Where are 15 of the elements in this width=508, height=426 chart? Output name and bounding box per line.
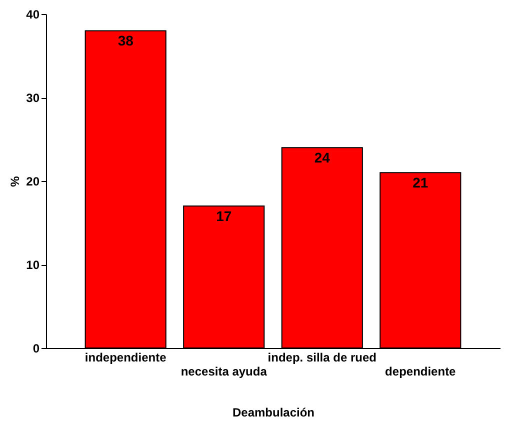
data-label: 17 <box>216 208 232 224</box>
data-label: 21 <box>412 174 428 191</box>
y-tick-label: 0 <box>32 342 40 356</box>
y-tick-label: 30 <box>26 91 40 105</box>
x-axis-title: Deambulación <box>232 406 315 420</box>
y-tick-label: 20 <box>26 174 40 188</box>
y-axis-title: % <box>8 176 22 187</box>
x-tick-label: independiente <box>84 350 167 364</box>
y-tick-label: 40 <box>26 8 40 22</box>
data-label: 38 <box>118 32 134 49</box>
x-tick-label: dependiente <box>385 364 456 378</box>
x-tick-label: indep. silla de rued <box>268 350 376 364</box>
data-label: 24 <box>314 150 330 166</box>
x-tick-label: necesita ayuda <box>180 364 268 378</box>
y-tick-label: 10 <box>26 258 40 272</box>
